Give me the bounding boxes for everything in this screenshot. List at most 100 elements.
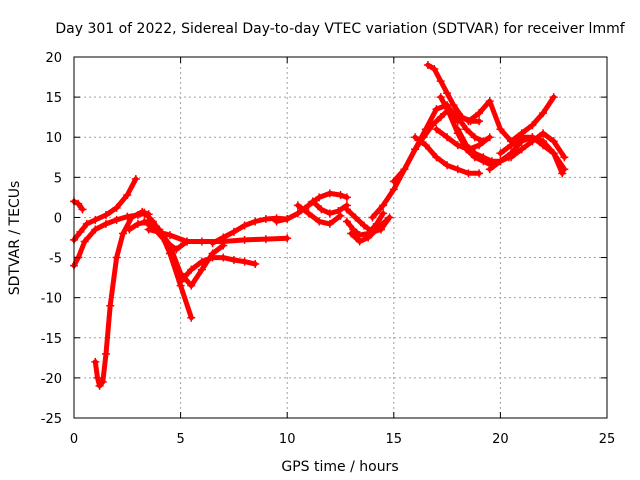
x-tick-label: 25 (599, 432, 616, 447)
data-point-marker (283, 215, 292, 224)
data-point-marker (293, 209, 302, 218)
data-point-marker (528, 133, 537, 142)
data-point-marker (419, 133, 428, 142)
data-point-marker (389, 185, 398, 194)
data-point-marker (325, 189, 334, 198)
data-point-marker (82, 219, 91, 228)
data-point-marker (539, 137, 548, 146)
x-tick-labels: 0 5 10 15 20 25 (70, 432, 615, 447)
data-point-marker (342, 217, 351, 226)
data-point-marker (423, 61, 432, 70)
y-tick-labels: -25 -20 -15 -10 -5 0 5 10 15 20 (41, 51, 62, 427)
data-point-marker (421, 141, 430, 150)
series-arc-9 (176, 253, 260, 286)
series-line (71, 176, 139, 243)
data-point-marker (240, 235, 249, 244)
data-point-marker (315, 217, 324, 226)
data-point-marker (430, 65, 439, 74)
y-tick-label: -5 (49, 252, 62, 267)
data-point-marker (182, 237, 191, 246)
data-point-marker (389, 177, 398, 186)
data-point-marker (470, 149, 479, 158)
y-tick-label: -25 (41, 412, 62, 427)
data-point-marker (558, 169, 567, 178)
data-point-marker (140, 208, 149, 217)
data-point-marker (304, 201, 313, 210)
data-point-marker (140, 217, 149, 226)
data-point-marker (379, 209, 388, 218)
data-point-marker (443, 133, 452, 142)
series-line (92, 209, 152, 389)
data-point-marker (74, 199, 83, 208)
data-point-marker (485, 133, 494, 142)
data-point-marker (507, 141, 516, 150)
data-point-marker (112, 215, 121, 224)
data-point-marker (325, 209, 334, 218)
data-point-marker (475, 169, 484, 178)
data-point-marker (464, 117, 473, 126)
data-point-marker (172, 245, 181, 254)
data-point-marker (445, 109, 454, 118)
x-tick-label: 10 (279, 432, 296, 447)
data-point-marker (197, 257, 206, 266)
data-point-marker (364, 233, 373, 242)
axis-ticks (73, 56, 608, 419)
data-point-marker (93, 373, 102, 382)
data-point-marker (101, 219, 110, 228)
data-point-marker (165, 231, 174, 240)
data-point-marker (462, 125, 471, 134)
data-point-marker (351, 213, 360, 222)
data-point-marker (517, 145, 526, 154)
data-point-marker (101, 211, 110, 220)
data-point-marker (240, 257, 249, 266)
data-point-marker (507, 149, 516, 158)
data-point-marker (379, 201, 388, 210)
data-point-marker (98, 377, 107, 386)
data-point-marker (76, 227, 85, 236)
data-point-marker (475, 117, 484, 126)
data-point-marker (411, 133, 420, 142)
data-point-marker (372, 225, 381, 234)
y-tick-label: -20 (41, 372, 62, 387)
data-point-marker (549, 93, 558, 102)
data-point-marker (475, 141, 484, 150)
data-point-marker (112, 253, 121, 262)
data-point-marker (283, 234, 292, 243)
data-point-marker (176, 277, 185, 286)
series-arc-27 (411, 133, 484, 178)
data-point-marker (187, 281, 196, 290)
series-arc-11 (272, 189, 351, 226)
data-point-marker (261, 235, 270, 244)
data-point-marker (496, 157, 505, 166)
data-point-marker (119, 229, 128, 238)
data-point-marker (347, 229, 356, 238)
data-point-marker (197, 265, 206, 274)
data-point-marker (176, 269, 185, 278)
data-point-marker (133, 219, 142, 228)
data-point-marker (453, 125, 462, 134)
y-tick-label: 15 (45, 91, 62, 106)
data-point-marker (517, 137, 526, 146)
grid-lines (74, 57, 607, 418)
series-arc-23 (464, 93, 558, 146)
data-point-marker (496, 149, 505, 158)
data-point-marker (432, 153, 441, 162)
y-tick-label: -15 (41, 332, 62, 347)
data-point-marker (436, 93, 445, 102)
data-point-marker (187, 265, 196, 274)
x-tick-label: 15 (386, 432, 403, 447)
data-point-marker (436, 77, 445, 86)
data-point-marker (229, 255, 238, 264)
data-point-marker (187, 313, 196, 322)
data-point-marker (432, 105, 441, 114)
data-point-marker (485, 97, 494, 106)
data-point-marker (539, 109, 548, 118)
data-point-marker (251, 259, 260, 268)
data-point-marker (342, 193, 351, 202)
data-point-marker (127, 213, 136, 222)
x-tick-label: 20 (492, 432, 509, 447)
data-point-marker (219, 253, 228, 262)
data-point-marker (487, 157, 496, 166)
data-point-marker (428, 121, 437, 130)
data-point-marker (123, 190, 132, 199)
